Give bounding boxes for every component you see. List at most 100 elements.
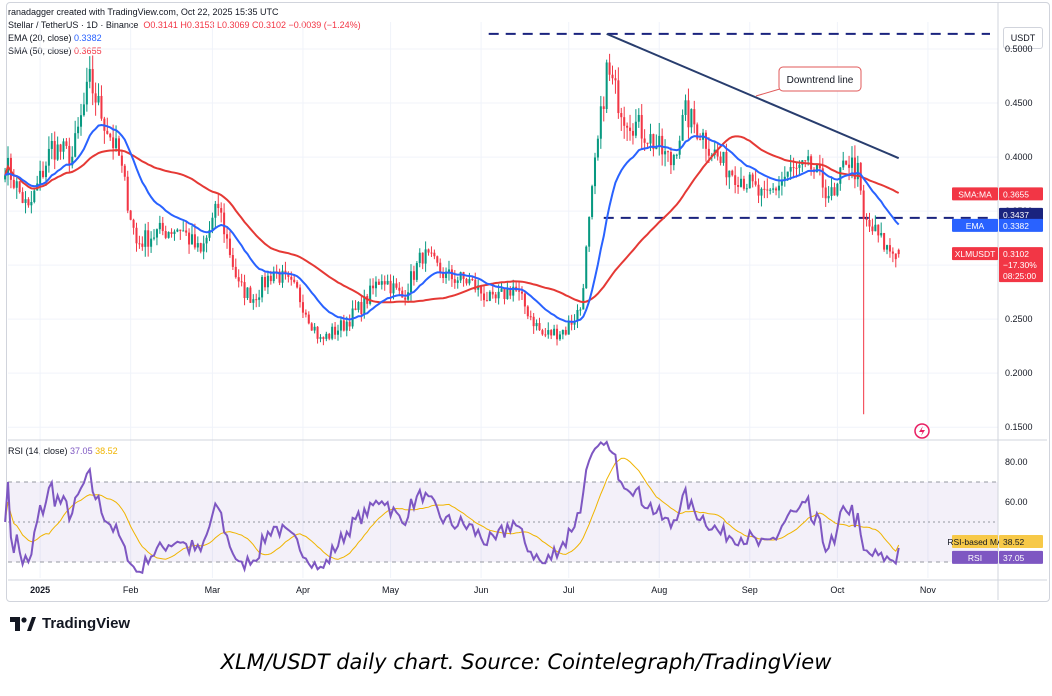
candle-body — [631, 130, 634, 136]
rsi-ma-badge-label: RSI-based MA — [947, 537, 1003, 547]
candle-body — [596, 138, 599, 158]
candle-body — [272, 271, 275, 282]
candle-body — [731, 170, 734, 176]
candle-body — [611, 74, 614, 79]
candle-body — [287, 274, 290, 277]
candle-body — [439, 262, 442, 273]
candle-body — [144, 230, 147, 247]
candle-body — [684, 100, 687, 115]
candle-body — [342, 320, 345, 331]
price-chart[interactable]: Downtrend line 0.50000.45000.40000.35000… — [0, 0, 1052, 600]
candle-body — [853, 157, 856, 180]
candle-body — [345, 321, 348, 331]
candle-body — [556, 328, 559, 340]
candle-body — [363, 296, 366, 315]
candle-body — [550, 330, 553, 336]
time-tick-label: May — [382, 585, 400, 595]
candle-body — [44, 165, 47, 178]
candle-body — [115, 138, 118, 149]
candle-body — [748, 174, 751, 189]
rsi-tick-label: 80.00 — [1005, 457, 1028, 467]
candle-body — [763, 188, 766, 190]
candle-body — [634, 121, 637, 136]
symbol-title: Stellar / TetherUS · 1D · Binance — [8, 20, 139, 30]
candle-body — [480, 285, 483, 294]
candle-body — [208, 229, 211, 238]
candle-body — [593, 157, 597, 187]
rsi-legend[interactable]: RSI (14, close) 37.05 38.52 — [8, 445, 118, 458]
candle-body — [106, 130, 109, 134]
candle-body — [500, 288, 503, 292]
chart-frame — [6, 2, 1050, 602]
sma-badge-label: SMA:MA — [958, 189, 992, 199]
candle-body — [135, 227, 138, 244]
currency-button[interactable]: USDT — [1003, 27, 1043, 49]
candle-body — [482, 293, 486, 301]
candle-body — [649, 134, 652, 144]
candle-body — [415, 263, 418, 280]
sma-badge-text: 0.3655 — [1003, 189, 1029, 199]
candle-body — [497, 291, 500, 299]
candle-body — [874, 224, 877, 232]
time-tick-label: Nov — [920, 585, 937, 595]
candle-body — [436, 256, 439, 263]
candle-body — [319, 337, 322, 339]
candle-body — [821, 168, 824, 188]
rsi-legend-label: RSI (14, close) — [8, 446, 68, 456]
rsi-badge-label-bg — [952, 550, 998, 564]
candle-body — [348, 321, 351, 327]
candle-body — [845, 160, 848, 165]
candle-body — [742, 178, 745, 189]
candle-body — [322, 337, 325, 339]
candle-body — [445, 271, 448, 278]
candle-body — [739, 178, 743, 187]
candle-body — [246, 287, 249, 299]
candle-body — [258, 297, 261, 300]
ema-badge-text: 0.3382 — [1003, 221, 1029, 231]
candle-body — [328, 333, 331, 339]
candle-body — [456, 280, 459, 283]
price-badge-label: XLMUSDT — [955, 249, 996, 259]
candle-body — [509, 288, 512, 296]
price-tick-label: 0.2500 — [1005, 314, 1033, 324]
candle-body — [412, 271, 415, 280]
candle-body — [27, 199, 30, 206]
rsi-ma-badge-text: 38.52 — [1003, 537, 1025, 547]
candle-body — [30, 201, 33, 206]
candle-body — [299, 287, 302, 303]
candle-body — [471, 279, 474, 281]
time-tick-label: Jun — [474, 585, 489, 595]
ema-badge-bg — [999, 218, 1043, 232]
candle-body — [772, 188, 775, 190]
candle-body — [380, 281, 383, 285]
candle-body — [704, 132, 707, 149]
price-tick-label: 0.5000 — [1005, 44, 1033, 54]
candle-body — [374, 281, 377, 289]
candle-body — [447, 269, 450, 272]
price-badge-text: 08:25:00 — [1003, 271, 1036, 281]
downtrend-line — [606, 32, 900, 160]
rsi-badge-text: 37.05 — [1003, 553, 1025, 563]
horizontal-levels — [488, 32, 990, 219]
candle-body — [795, 167, 798, 169]
candle-body — [558, 334, 561, 340]
candle-body — [231, 255, 234, 267]
candle-body — [491, 291, 494, 295]
sma-badge-label-bg — [952, 187, 998, 201]
candle-body — [897, 249, 900, 255]
candle-body — [158, 222, 161, 230]
candle-body — [161, 222, 164, 232]
tradingview-logo[interactable]: TradingView — [10, 615, 130, 632]
candle-body — [152, 237, 156, 239]
candle-body — [369, 285, 372, 304]
candle-body — [433, 252, 436, 257]
candle-body — [261, 276, 264, 298]
candle-body — [12, 179, 15, 188]
candle-body — [91, 68, 94, 94]
candle-body — [18, 181, 21, 193]
candle-body — [792, 167, 795, 169]
candle-body — [228, 238, 231, 256]
candle-body — [687, 100, 690, 128]
flash-icon[interactable] — [914, 423, 930, 439]
rsi-badge-bg — [999, 550, 1043, 564]
